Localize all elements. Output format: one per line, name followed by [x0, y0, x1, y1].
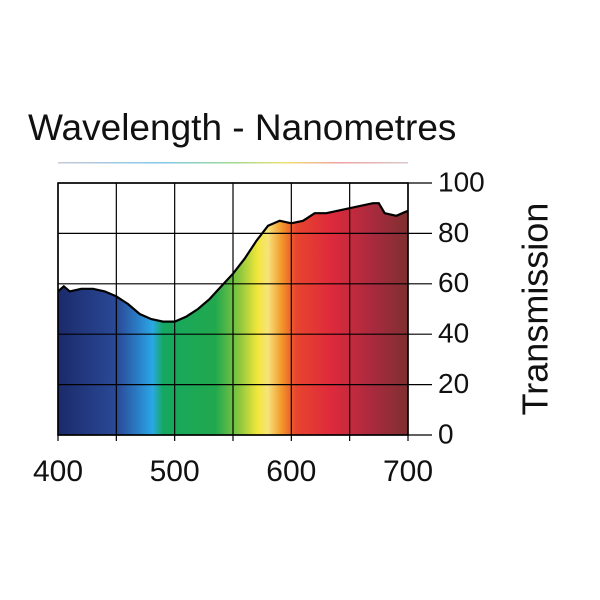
y-tick-label: 100 — [438, 166, 485, 197]
y-tick-label: 0 — [438, 418, 454, 449]
y-tick-label: 40 — [438, 318, 469, 349]
y-tick-label: 80 — [438, 217, 469, 248]
x-tick-label: 400 — [33, 455, 83, 488]
chart-title: Wavelength - Nanometres — [28, 107, 456, 148]
plot: 0 20 40 60 80 100 400 500 600 700 — [33, 166, 485, 488]
decor-line — [58, 162, 408, 164]
line — [57, 202, 409, 323]
y-tick-label: 20 — [438, 368, 469, 399]
x-tick-label: 500 — [150, 455, 200, 488]
y-axis-label: Transmission — [515, 203, 556, 416]
x-tick-label: 700 — [383, 455, 433, 488]
plot-frame — [57, 182, 409, 436]
x-tick-label: 600 — [266, 455, 316, 488]
y-tick-label: 60 — [438, 267, 469, 298]
